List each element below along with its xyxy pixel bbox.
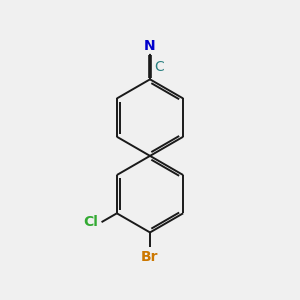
Text: C: C [155,60,164,74]
Text: Br: Br [141,250,159,264]
Text: N: N [144,39,156,53]
Text: Cl: Cl [84,215,99,229]
